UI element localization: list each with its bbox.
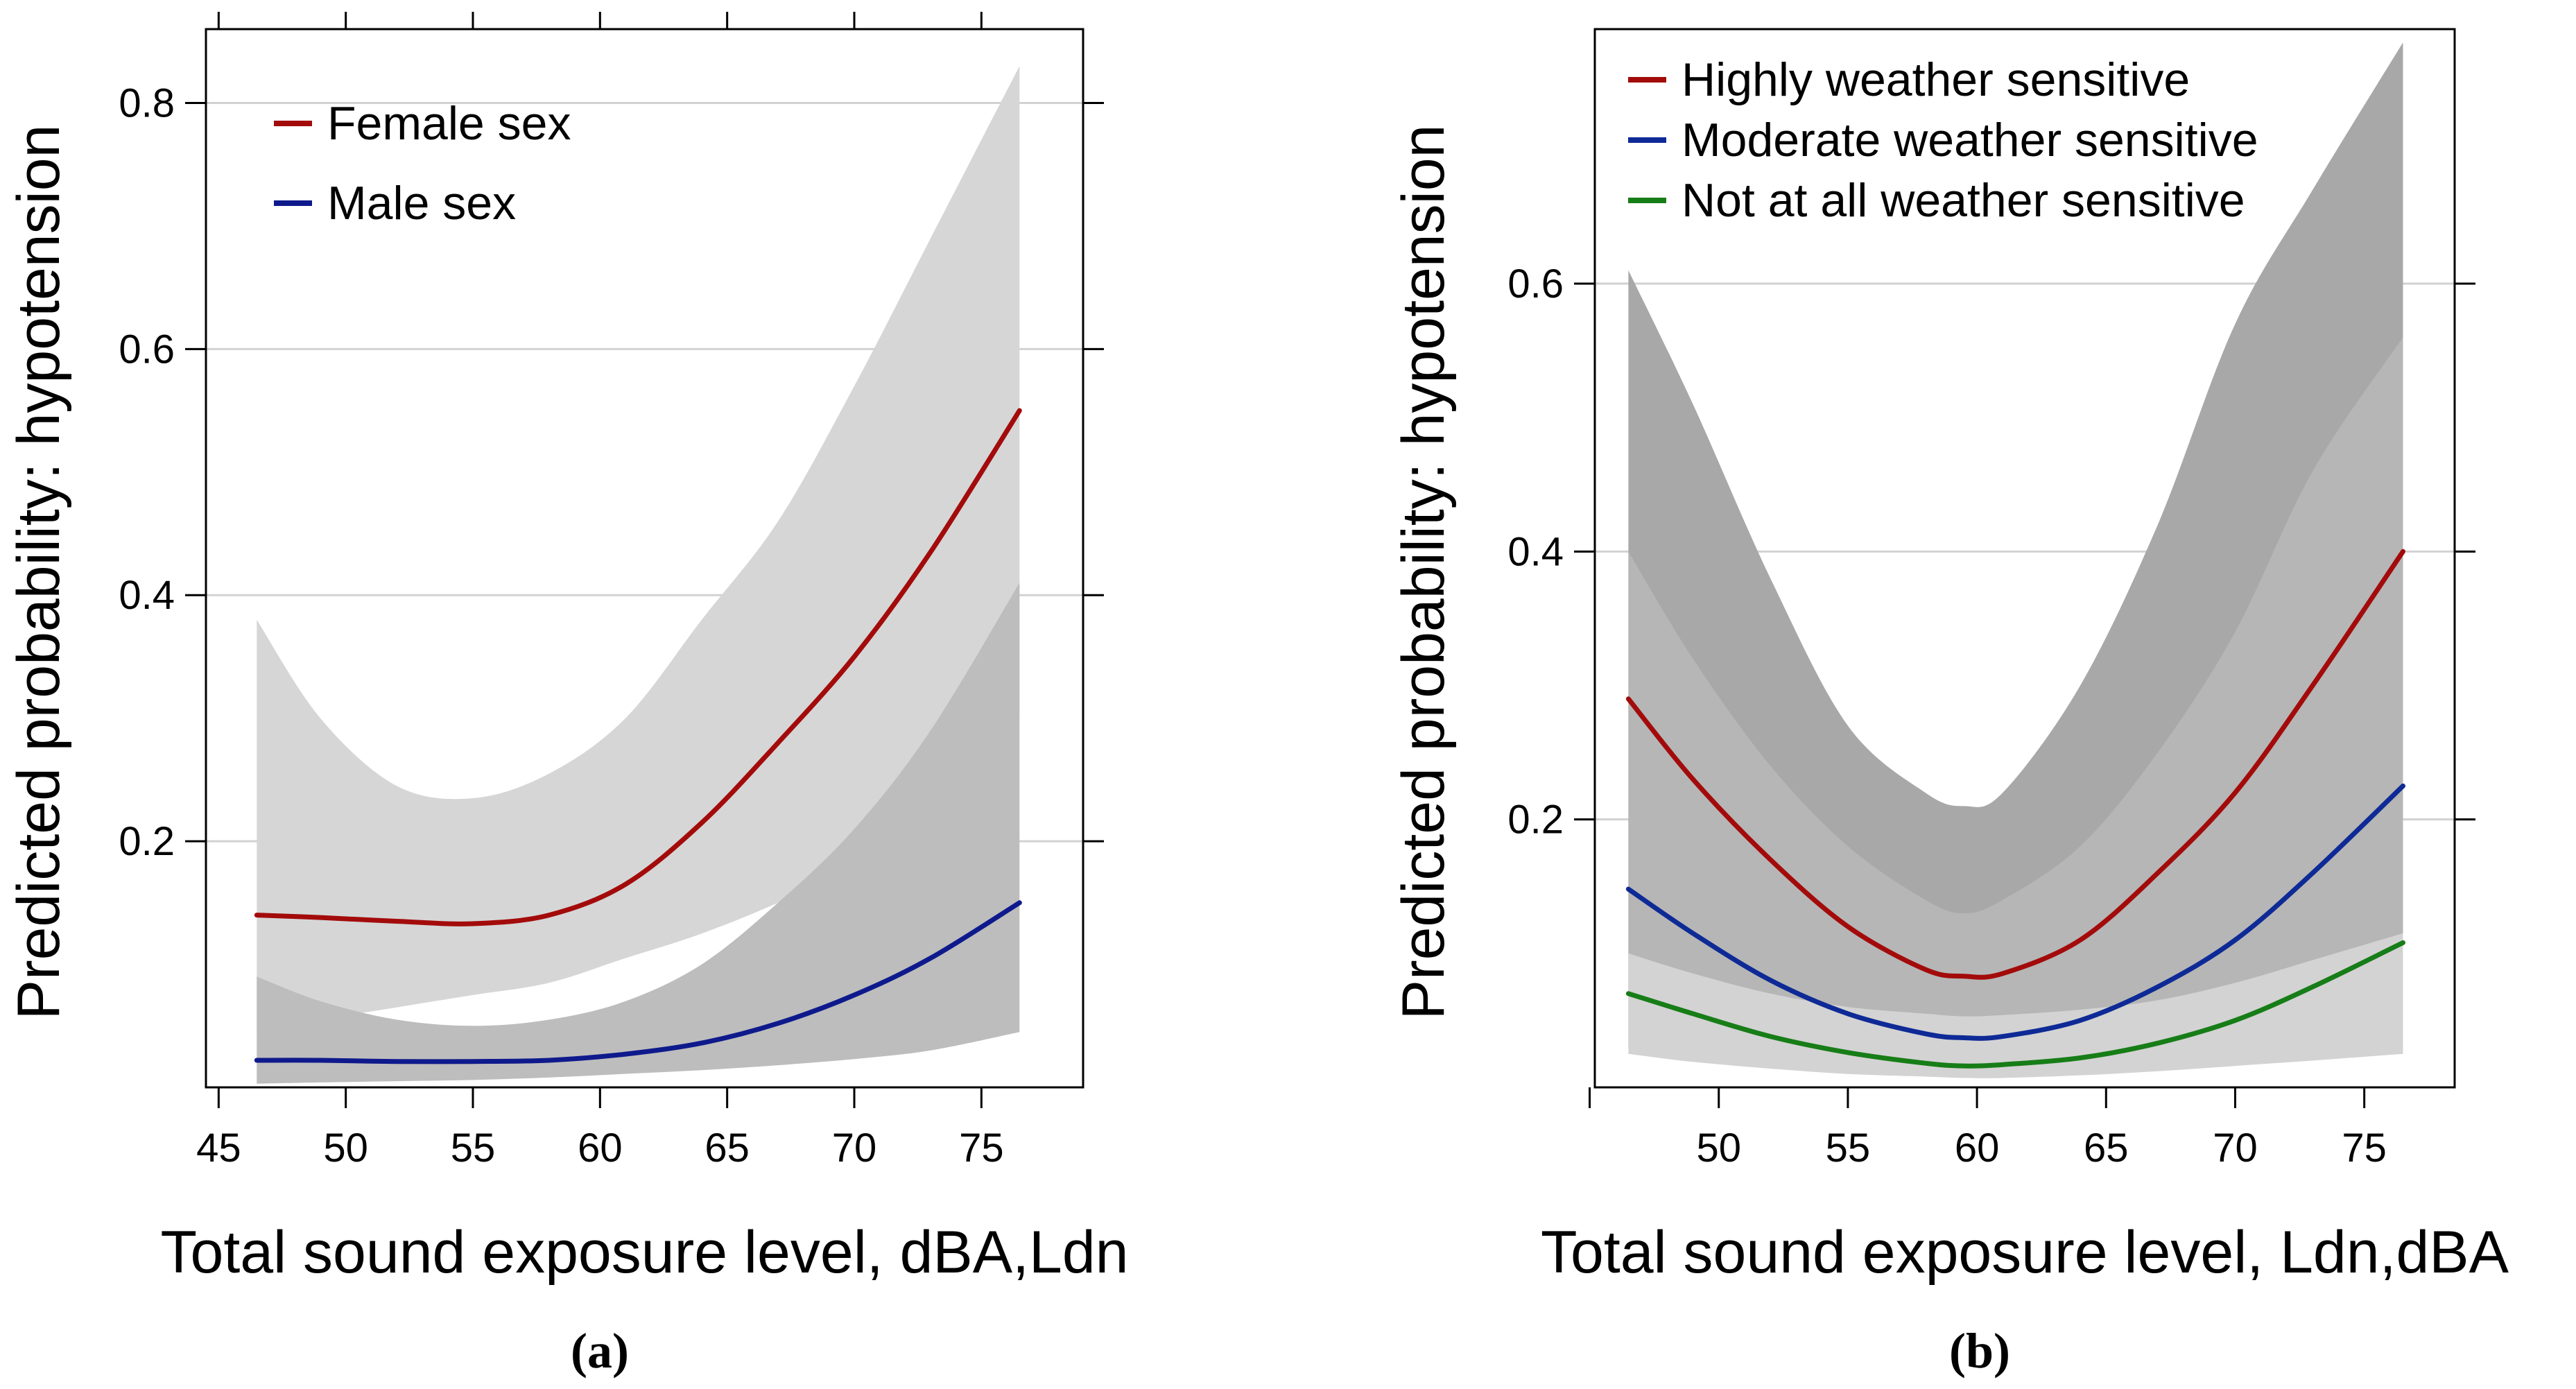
x-tick-label: 50 [323,1125,368,1171]
x-tick-label: 50 [1696,1125,1741,1171]
confidence-band-not-at-all-weather-sensitive [1628,933,2403,1078]
confidence-band-male-sex [257,583,1020,1084]
x-tick-label: 75 [959,1125,1004,1171]
x-axis: 45 50 55 60 65 70 75 [196,12,1004,1171]
series-line-not-at-all-weather-sensitive [1625,940,2405,1069]
legend-label: Male sex [327,177,516,230]
confidence-band-moderate-weather-sensitive [1628,337,2403,1069]
x-tick-label: 65 [2084,1125,2129,1171]
y-tick-label: 0.2 [119,819,175,864]
legend-label: Female sex [327,97,571,150]
caption-a: (a) [571,1323,629,1379]
series-line-moderate-weather-sensitive [1625,783,2405,1041]
x-tick-label: 70 [832,1125,877,1171]
x-tick-label: 70 [2213,1125,2258,1171]
panel-a: 45 50 55 60 65 70 75 0.2 0.4 0.6 0.8 Total sound ex… [6,12,1129,1286]
panel-b: 50 55 60 65 70 75 0.2 0.4 0.6 Total sound exposur… [1390,28,2509,1286]
y-axis: 0.2 0.4 0.6 [1507,261,2475,843]
confidence-bands [257,66,1020,1084]
x-tick-label: 45 [196,1125,241,1171]
y-tick-label: 0.4 [1507,529,1564,574]
y-axis-title: Predicted probability: hypotension [6,125,72,1020]
series-lines [254,408,1022,1064]
legend-label: Highly weather sensitive [1682,53,2190,106]
y-tick-label: 0.6 [119,327,175,372]
x-tick-label: 60 [1955,1125,2000,1171]
x-tick-label: 60 [578,1125,623,1171]
y-axis: 0.2 0.4 0.6 0.8 [119,80,1104,864]
plot-frame [1593,28,2456,1089]
legend: Highly weather sensitive Moderate weather… [1628,53,2258,227]
caption-b: (b) [1949,1323,2010,1379]
x-axis-title: Total sound exposure level, Ldn,dBA [1541,1219,2509,1286]
legend: Female sex Male sex [274,97,571,230]
series-lines [1625,549,2405,1069]
legend-label: Not at all weather sensitive [1682,174,2245,227]
series-line-male-sex [254,900,1022,1064]
series-line-female-sex [254,408,1022,926]
confidence-bands [1628,42,2403,1078]
legend-label: Moderate weather sensitive [1682,114,2258,166]
plot-frame [205,28,1084,1089]
y-axis-title: Predicted probability: hypotension [1390,125,1457,1020]
y-tick-label: 0.6 [1507,261,1564,307]
x-axis: 50 55 60 65 70 75 [1589,1087,2387,1171]
x-tick-label: 55 [1826,1125,1871,1171]
y-tick-label: 0.2 [1507,797,1564,843]
series-line-highly-weather-sensitive [1625,549,2405,980]
x-tick-label: 55 [451,1125,496,1171]
x-axis-title: Total sound exposure level, dBA,Ldn [160,1219,1128,1286]
x-tick-label: 65 [704,1125,750,1171]
y-tick-label: 0.8 [119,80,175,126]
confidence-band-female-sex [257,66,1020,1033]
y-tick-label: 0.4 [119,573,175,618]
x-tick-label: 75 [2342,1125,2387,1171]
